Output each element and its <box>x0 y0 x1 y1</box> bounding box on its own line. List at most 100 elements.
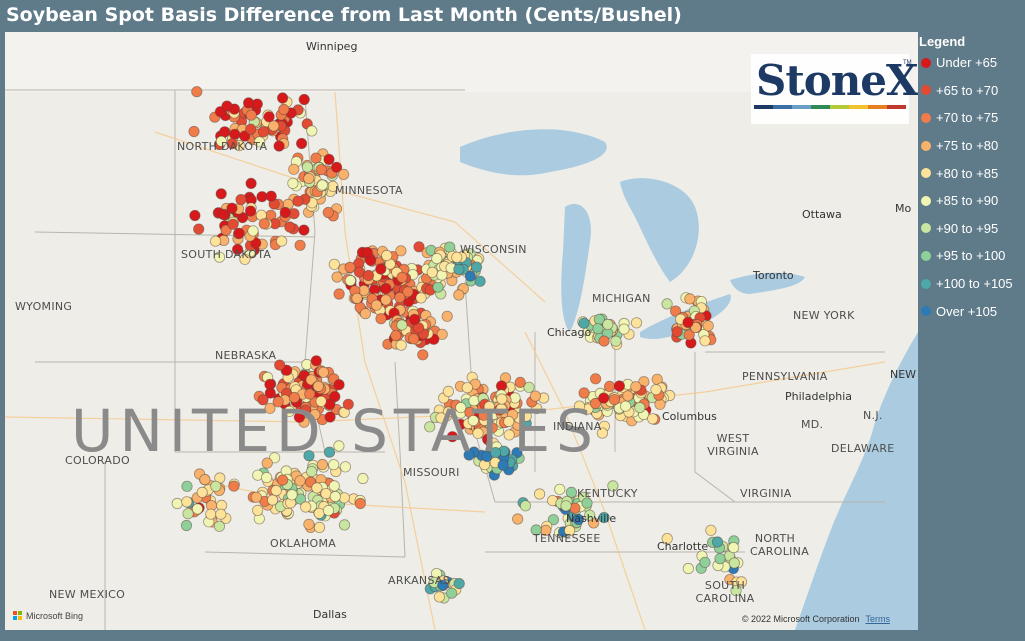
basis-point-marker[interactable] <box>467 414 479 427</box>
basis-point-marker[interactable] <box>730 584 742 597</box>
basis-point-marker[interactable] <box>437 579 449 591</box>
basis-point-marker[interactable] <box>683 329 695 341</box>
basis-point-marker[interactable] <box>305 374 317 386</box>
basis-point-marker[interactable] <box>381 249 393 262</box>
basis-point-marker[interactable] <box>250 491 262 503</box>
basis-point-marker[interactable] <box>191 503 204 515</box>
basis-point-marker[interactable] <box>295 137 308 150</box>
basis-point-marker[interactable] <box>288 163 300 175</box>
basis-point-marker[interactable] <box>444 241 456 253</box>
basis-point-marker[interactable] <box>333 379 345 391</box>
basis-point-marker[interactable] <box>265 190 277 202</box>
basis-point-marker[interactable] <box>395 339 407 351</box>
basis-point-marker[interactable] <box>431 252 443 265</box>
basis-point-marker[interactable] <box>264 378 276 390</box>
basis-point-marker[interactable] <box>630 381 642 393</box>
legend-item[interactable]: +85 to +90 <box>918 187 1025 215</box>
basis-point-marker[interactable] <box>390 329 402 342</box>
basis-point-marker[interactable] <box>699 556 711 568</box>
basis-point-marker[interactable] <box>565 486 578 498</box>
basis-point-marker[interactable] <box>309 408 321 421</box>
basis-point-marker[interactable] <box>286 489 298 501</box>
basis-point-marker[interactable] <box>451 251 463 263</box>
basis-point-marker[interactable] <box>323 446 336 458</box>
basis-point-marker[interactable] <box>315 164 327 176</box>
legend-item[interactable]: +80 to +85 <box>918 159 1025 187</box>
basis-point-marker[interactable] <box>181 496 193 508</box>
basis-point-marker[interactable] <box>306 125 318 137</box>
basis-point-marker[interactable] <box>328 480 340 492</box>
basis-point-marker[interactable] <box>619 400 632 412</box>
basis-point-marker[interactable] <box>320 487 332 500</box>
basis-point-marker[interactable] <box>413 241 425 253</box>
basis-point-marker[interactable] <box>263 111 275 123</box>
basis-point-marker[interactable] <box>596 427 609 439</box>
basis-point-marker[interactable] <box>432 281 444 293</box>
basis-point-marker[interactable] <box>572 513 585 526</box>
basis-point-marker[interactable] <box>380 283 392 295</box>
basis-point-marker[interactable] <box>303 172 315 185</box>
basis-point-marker[interactable] <box>563 524 576 537</box>
basis-point-marker[interactable] <box>682 562 694 575</box>
basis-point-marker[interactable] <box>463 449 475 461</box>
basis-point-marker[interactable] <box>235 194 247 206</box>
basis-point-marker[interactable] <box>424 421 436 433</box>
map-canvas[interactable]: UNITED STATES NORTH DAKOTA SOUTH DAKOTA … <box>5 32 918 630</box>
basis-point-marker[interactable] <box>581 497 593 509</box>
basis-point-marker[interactable] <box>395 245 407 257</box>
basis-point-marker[interactable] <box>647 413 659 425</box>
basis-point-marker[interactable] <box>272 396 284 408</box>
basis-point-marker[interactable] <box>711 536 724 548</box>
basis-point-marker[interactable] <box>322 206 334 219</box>
basis-point-marker[interactable] <box>533 488 546 500</box>
basis-point-marker[interactable] <box>735 576 748 588</box>
basis-point-marker[interactable] <box>215 188 227 200</box>
basis-point-marker[interactable] <box>322 504 335 517</box>
basis-point-marker[interactable] <box>359 308 371 320</box>
basis-point-marker[interactable] <box>323 153 335 166</box>
basis-point-marker[interactable] <box>245 177 257 189</box>
basis-point-marker[interactable] <box>329 390 341 403</box>
basis-point-marker[interactable] <box>415 292 427 304</box>
basis-point-marker[interactable] <box>603 380 616 392</box>
basis-point-marker[interactable] <box>266 494 279 506</box>
basis-point-marker[interactable] <box>477 409 490 421</box>
legend-item[interactable]: +75 to +80 <box>918 132 1025 160</box>
basis-point-marker[interactable] <box>338 519 351 531</box>
basis-point-marker[interactable] <box>273 140 285 152</box>
basis-point-marker[interactable] <box>472 427 484 439</box>
basis-point-marker[interactable] <box>303 450 315 462</box>
basis-point-marker[interactable] <box>199 473 211 486</box>
basis-point-marker[interactable] <box>435 412 447 424</box>
basis-point-marker[interactable] <box>221 100 233 112</box>
basis-point-marker[interactable] <box>210 480 222 492</box>
basis-point-marker[interactable] <box>270 484 282 497</box>
basis-point-marker[interactable] <box>328 258 340 270</box>
basis-point-marker[interactable] <box>229 128 241 140</box>
basis-point-marker[interactable] <box>188 125 200 138</box>
basis-point-marker[interactable] <box>258 218 270 230</box>
basis-point-marker[interactable] <box>530 524 542 536</box>
basis-point-marker[interactable] <box>714 553 726 565</box>
basis-point-marker[interactable] <box>232 243 244 255</box>
basis-point-marker[interactable] <box>276 92 289 104</box>
basis-point-marker[interactable] <box>278 103 290 116</box>
basis-points-layer[interactable] <box>5 32 918 630</box>
basis-point-marker[interactable] <box>520 410 532 422</box>
basis-point-marker[interactable] <box>264 402 276 414</box>
basis-point-marker[interactable] <box>182 508 194 520</box>
basis-point-marker[interactable] <box>610 335 622 347</box>
basis-point-marker[interactable] <box>215 508 227 520</box>
basis-point-marker[interactable] <box>618 323 630 335</box>
basis-point-marker[interactable] <box>311 482 323 494</box>
legend-item[interactable]: +65 to +70 <box>918 77 1025 105</box>
basis-point-marker[interactable] <box>464 270 476 282</box>
basis-point-marker[interactable] <box>497 459 509 471</box>
basis-point-marker[interactable] <box>217 208 229 220</box>
basis-point-marker[interactable] <box>277 474 289 486</box>
basis-point-marker[interactable] <box>245 109 257 121</box>
basis-point-marker[interactable] <box>305 465 318 478</box>
basis-point-marker[interactable] <box>573 400 586 412</box>
basis-point-marker[interactable] <box>362 269 375 282</box>
basis-point-marker[interactable] <box>607 480 619 492</box>
